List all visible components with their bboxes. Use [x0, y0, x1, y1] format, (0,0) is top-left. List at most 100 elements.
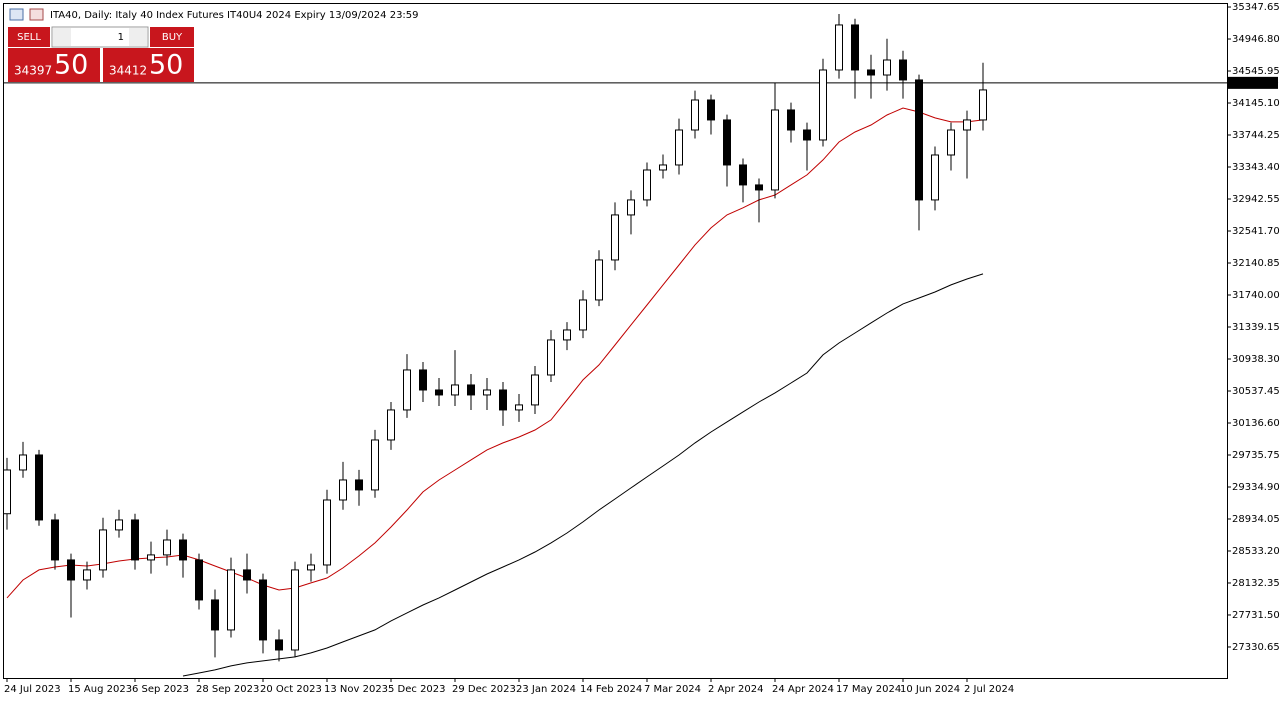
buy-button[interactable] [150, 27, 194, 47]
candle-body [643, 169, 651, 201]
candle-body [243, 569, 251, 581]
x-tick-label: 28 Sep 2023 [196, 684, 259, 695]
y-tick-label: 34145.10 [1232, 98, 1280, 109]
buy-label[interactable]: BUY [162, 32, 183, 43]
volume-up[interactable] [129, 28, 147, 46]
x-tick-label: 24 Apr 2024 [772, 684, 834, 695]
candle-body [179, 539, 187, 561]
candle-body [899, 59, 907, 81]
x-tick-label: 2 Apr 2024 [708, 684, 763, 695]
x-tick-label: 24 Jul 2023 [4, 684, 61, 695]
bid-main[interactable]: 34397 [14, 64, 52, 78]
candle-body [595, 259, 603, 301]
candle-body [531, 374, 539, 406]
x-tick-label: 7 Mar 2024 [644, 684, 701, 695]
x-tick-label: 17 May 2024 [836, 684, 901, 695]
x-tick-label: 6 Sep 2023 [132, 684, 189, 695]
candle-body [883, 59, 891, 76]
candle-body [707, 99, 715, 121]
candle-body [563, 329, 571, 341]
candle-body [483, 389, 491, 396]
candle-body [819, 69, 827, 141]
candle-body [307, 564, 315, 571]
y-tick-label: 28533.20 [1232, 546, 1280, 557]
candle-body [35, 454, 43, 521]
x-tick-label: 5 Dec 2023 [388, 684, 446, 695]
candle-body [211, 599, 219, 631]
y-tick-label: 30537.45 [1232, 386, 1280, 397]
candle-body [659, 164, 667, 171]
candle-body [403, 369, 411, 411]
x-tick-label: 29 Dec 2023 [452, 684, 516, 695]
candle-body [579, 299, 587, 331]
candle-body [435, 389, 443, 396]
candle-body [195, 559, 203, 601]
x-tick-label: 2 Jul 2024 [964, 684, 1014, 695]
candle-body [227, 569, 235, 631]
x-tick-label: 20 Oct 2023 [260, 684, 322, 695]
candle-body [163, 539, 171, 556]
y-tick-label: 35347.65 [1232, 2, 1280, 13]
y-tick-label: 29334.90 [1232, 482, 1280, 493]
candle-body [371, 439, 379, 491]
volume-input[interactable] [51, 26, 149, 48]
moving-average [6, 107, 984, 599]
y-tick-label: 33343.40 [1232, 162, 1280, 173]
candle-body [387, 409, 395, 441]
candle-body [867, 69, 875, 76]
candle-body [931, 154, 939, 201]
candle-body [51, 519, 59, 561]
price-label: 34397.50 [1231, 78, 1279, 89]
ask-box[interactable] [103, 48, 194, 82]
y-tick-label: 31339.15 [1232, 322, 1280, 333]
x-tick-label: 23 Jan 2024 [516, 684, 576, 695]
y-tick-label: 33744.25 [1232, 130, 1280, 141]
candle-body [851, 24, 859, 71]
candle-body [3, 469, 11, 515]
chart-title: ITA40, Daily: Italy 40 Index Futures IT4… [50, 10, 419, 21]
trade-panel: SELL 1 BUY 34397 50 34412 50 [8, 26, 194, 82]
candle-body [259, 579, 267, 641]
x-tick-label: 10 Jun 2024 [900, 684, 960, 695]
candle-body [771, 109, 779, 191]
y-tick-label: 28132.35 [1232, 578, 1280, 589]
candle-body [515, 404, 523, 411]
candle-body [691, 99, 699, 131]
candle-body [291, 569, 299, 651]
candle-body [99, 529, 107, 571]
candle-body [723, 119, 731, 166]
y-tick-label: 27330.65 [1232, 642, 1280, 653]
bid-frac[interactable]: 50 [54, 50, 88, 81]
candle-body [323, 499, 331, 566]
volume-down[interactable] [53, 28, 71, 46]
moving-average [182, 273, 984, 677]
ask-main[interactable]: 34412 [109, 64, 147, 78]
candle-body [115, 519, 123, 531]
y-tick-label: 27731.50 [1232, 610, 1280, 621]
toolbar-icons [9, 8, 44, 21]
ask-frac[interactable]: 50 [149, 50, 183, 81]
plot-frame [3, 3, 1228, 679]
y-tick-label: 28934.05 [1232, 514, 1280, 525]
sell-label[interactable]: SELL [17, 32, 41, 43]
candle-body [19, 454, 27, 471]
candle-body [83, 569, 91, 581]
volume-value[interactable]: 1 [118, 32, 124, 43]
y-tick-label: 31740.00 [1232, 290, 1280, 301]
candle-body [755, 184, 763, 191]
candle-body [835, 24, 843, 71]
candle-body [979, 89, 987, 121]
x-tick-label: 15 Aug 2023 [68, 684, 132, 695]
sell-button[interactable] [8, 27, 50, 47]
candle-body [467, 384, 475, 396]
candle-body [451, 384, 459, 396]
bid-box[interactable] [8, 48, 100, 82]
candle-body [547, 339, 555, 376]
candle-body [275, 639, 283, 651]
candle-body [787, 109, 795, 131]
y-tick-label: 32140.85 [1232, 258, 1280, 269]
candle-body [739, 164, 747, 186]
y-tick-label: 29735.75 [1232, 450, 1280, 461]
